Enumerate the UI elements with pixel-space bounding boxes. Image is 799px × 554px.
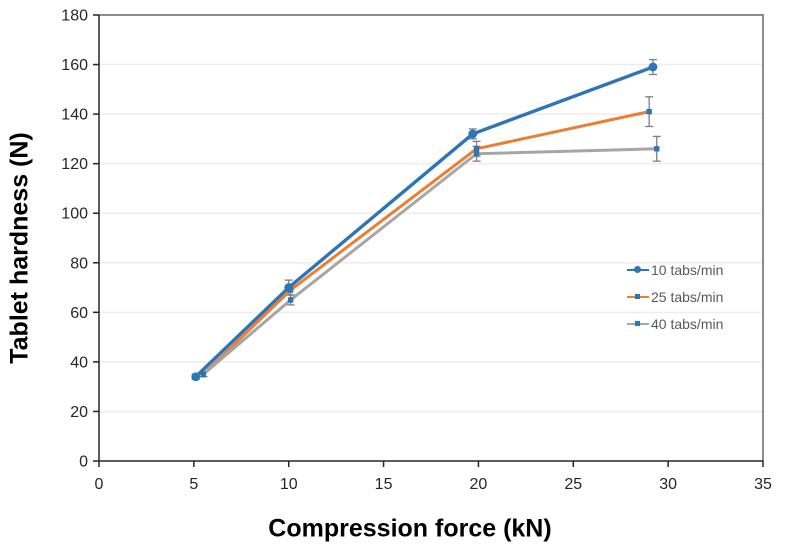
y-tick-label: 120 (61, 156, 88, 173)
x-tick-label: 20 (470, 476, 488, 493)
data-point-marker (473, 151, 480, 157)
y-tick-label: 20 (70, 404, 88, 421)
data-point-marker (648, 62, 658, 72)
legend-label: 10 tabs/min (651, 261, 724, 278)
y-tick-label: 0 (79, 454, 88, 471)
legend-line-marker-icon (627, 291, 649, 302)
series-line-40-tabs-min (201, 147, 659, 376)
x-tick-label: 35 (754, 476, 772, 493)
legend-line-marker-icon (627, 264, 649, 275)
y-tick-label: 40 (70, 354, 88, 371)
y-tick-label: 60 (70, 305, 88, 322)
data-point-marker (287, 287, 294, 293)
y-tick-label: 180 (61, 8, 88, 25)
x-tick-label: 30 (659, 476, 677, 493)
x-tick-label: 15 (375, 476, 393, 493)
series-line-25-tabs-min (201, 110, 651, 376)
x-tick-label: 25 (564, 476, 582, 493)
legend: 10 tabs/min 25 tabs/min 40 tabs/min (627, 256, 723, 337)
plot-border (99, 14, 764, 461)
data-point-marker (287, 297, 294, 303)
legend-item-10-tabs-min: 10 tabs/min (627, 256, 723, 283)
x-tick-label: 5 (189, 476, 198, 493)
y-tick-label: 160 (61, 57, 88, 74)
legend-item-25-tabs-min: 25 tabs/min (627, 283, 723, 310)
x-tick-label: 10 (280, 476, 298, 493)
x-axis-title: Compression force (kN) (268, 514, 552, 543)
data-point-marker (646, 108, 652, 115)
y-tick-label: 100 (61, 206, 88, 223)
y-tick-label: 80 (70, 255, 88, 272)
legend-item-40-tabs-min: 40 tabs/min (627, 310, 723, 337)
data-point-marker (191, 372, 201, 382)
y-tick-label: 140 (61, 107, 88, 124)
data-point-marker (468, 129, 478, 139)
data-point-marker (200, 371, 207, 377)
legend-label: 40 tabs/min (651, 315, 724, 332)
data-point-marker (473, 146, 480, 152)
series-line-10-tabs-min (194, 65, 655, 379)
data-point-marker (654, 146, 660, 152)
legend-line-marker-icon (627, 318, 649, 329)
x-tick-label: 0 (95, 476, 104, 493)
legend-label: 25 tabs/min (651, 288, 724, 305)
y-axis-title: Tablet hardness (N) (5, 132, 34, 364)
